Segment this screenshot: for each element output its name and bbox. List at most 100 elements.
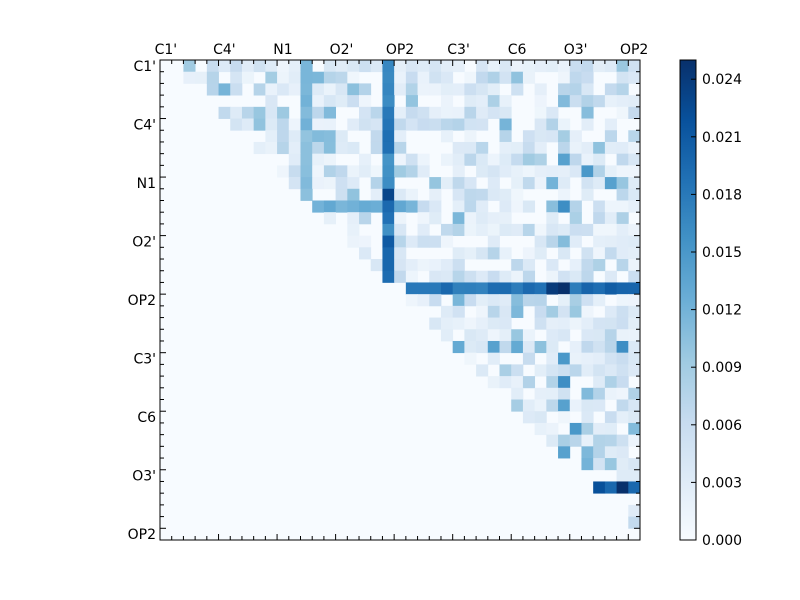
heatmap-cell xyxy=(558,317,571,330)
heatmap-cell xyxy=(452,294,465,307)
heatmap-cell xyxy=(335,60,348,73)
heatmap-cell xyxy=(558,60,571,73)
heatmap-cell xyxy=(195,71,208,84)
heatmap-cell xyxy=(628,399,641,412)
heatmap-cell xyxy=(546,212,559,225)
heatmap-cell xyxy=(218,83,231,96)
heatmap-cell xyxy=(452,60,465,73)
heatmap-cell xyxy=(323,212,337,225)
heatmap-cell xyxy=(534,165,547,178)
heatmap-cell xyxy=(429,200,442,213)
heatmap-cell xyxy=(546,305,559,318)
heatmap-cell xyxy=(522,270,536,283)
heatmap-cell xyxy=(558,177,571,190)
heatmap-cell xyxy=(300,188,313,201)
heatmap-cell xyxy=(628,469,641,482)
heatmap-cell xyxy=(359,235,372,248)
heatmap-cell xyxy=(487,165,500,178)
heatmap-cell xyxy=(569,153,582,166)
heatmap-cell xyxy=(511,223,524,237)
heatmap-cell xyxy=(277,71,290,84)
heatmap-cell xyxy=(394,270,407,283)
heatmap-cell xyxy=(581,118,594,131)
heatmap-cell xyxy=(558,223,571,237)
heatmap-cell xyxy=(581,458,594,471)
heatmap-cell xyxy=(347,118,360,131)
heatmap-cell xyxy=(382,165,395,178)
heatmap-cell xyxy=(616,352,629,365)
heatmap-cell xyxy=(569,95,582,108)
heatmap-cell xyxy=(417,200,430,213)
heatmap-cell xyxy=(604,340,617,354)
heatmap-cell xyxy=(546,422,559,436)
heatmap-cell xyxy=(522,153,536,166)
heatmap-cell xyxy=(558,153,571,166)
heatmap-cell xyxy=(499,165,512,178)
heatmap-cell xyxy=(476,282,489,295)
heatmap-cell xyxy=(440,235,454,248)
heatmap-cell xyxy=(593,282,606,295)
heatmap-cell xyxy=(581,411,594,424)
heatmap-cell xyxy=(616,387,629,400)
heatmap-cell xyxy=(604,481,617,494)
heatmap-cell xyxy=(394,60,407,73)
heatmap-cell xyxy=(452,141,465,155)
heatmap-cell xyxy=(487,223,500,237)
heatmap-cell xyxy=(230,83,243,96)
heatmap-cell xyxy=(370,118,383,131)
heatmap-cell xyxy=(417,235,430,248)
heatmap-cell xyxy=(464,95,477,108)
heatmap-cell xyxy=(522,247,536,260)
heatmap-cell xyxy=(370,200,383,213)
heatmap-cell xyxy=(323,153,337,166)
heatmap-cell xyxy=(218,60,231,73)
heatmap-cell xyxy=(487,188,500,201)
heatmap-cell xyxy=(558,364,571,377)
heatmap-cell xyxy=(452,118,465,131)
heatmap-cell xyxy=(429,118,442,131)
heatmap-cell xyxy=(359,106,372,119)
heatmap-cell xyxy=(265,130,278,143)
heatmap-cell xyxy=(300,118,313,131)
heatmap-cell xyxy=(522,165,536,178)
heatmap-cell xyxy=(241,60,255,73)
heatmap-cell xyxy=(394,223,407,237)
heatmap-cell xyxy=(382,235,395,248)
heatmap-cell xyxy=(511,177,524,190)
heatmap-cell xyxy=(593,317,606,330)
heatmap-cell xyxy=(476,141,489,155)
heatmap-cell xyxy=(581,294,594,307)
heatmap-cell xyxy=(593,235,606,248)
x-tick-label: C1' xyxy=(155,42,178,58)
heatmap-cell xyxy=(581,153,594,166)
heatmap-cell xyxy=(323,106,337,119)
heatmap-cell xyxy=(558,188,571,201)
heatmap-cell xyxy=(558,329,571,342)
colorbar-tick-label: 0.006 xyxy=(702,418,742,434)
heatmap-cell xyxy=(522,223,536,237)
heatmap-cell xyxy=(405,282,418,295)
heatmap-cells xyxy=(160,60,641,540)
heatmap-cell xyxy=(499,305,512,318)
heatmap-cell xyxy=(581,422,594,436)
heatmap-cell xyxy=(464,317,477,330)
heatmap-cell xyxy=(522,399,536,412)
heatmap-cell xyxy=(558,200,571,213)
heatmap-cell xyxy=(487,329,500,342)
heatmap-cell xyxy=(511,329,524,342)
heatmap-cell xyxy=(499,106,512,119)
heatmap-cell xyxy=(628,235,641,248)
heatmap-cell xyxy=(604,165,617,178)
heatmap-cell xyxy=(335,188,348,201)
heatmap-cell xyxy=(394,188,407,201)
heatmap-cell xyxy=(288,60,301,73)
heatmap-cell xyxy=(359,247,372,260)
heatmap-cell xyxy=(230,71,243,84)
heatmap-cell xyxy=(405,259,418,272)
heatmap-cell xyxy=(616,95,629,108)
heatmap-cell xyxy=(405,106,418,119)
heatmap-cell xyxy=(616,177,629,190)
heatmap-cell xyxy=(288,83,301,96)
heatmap-cell xyxy=(405,118,418,131)
heatmap-cell xyxy=(183,60,196,73)
